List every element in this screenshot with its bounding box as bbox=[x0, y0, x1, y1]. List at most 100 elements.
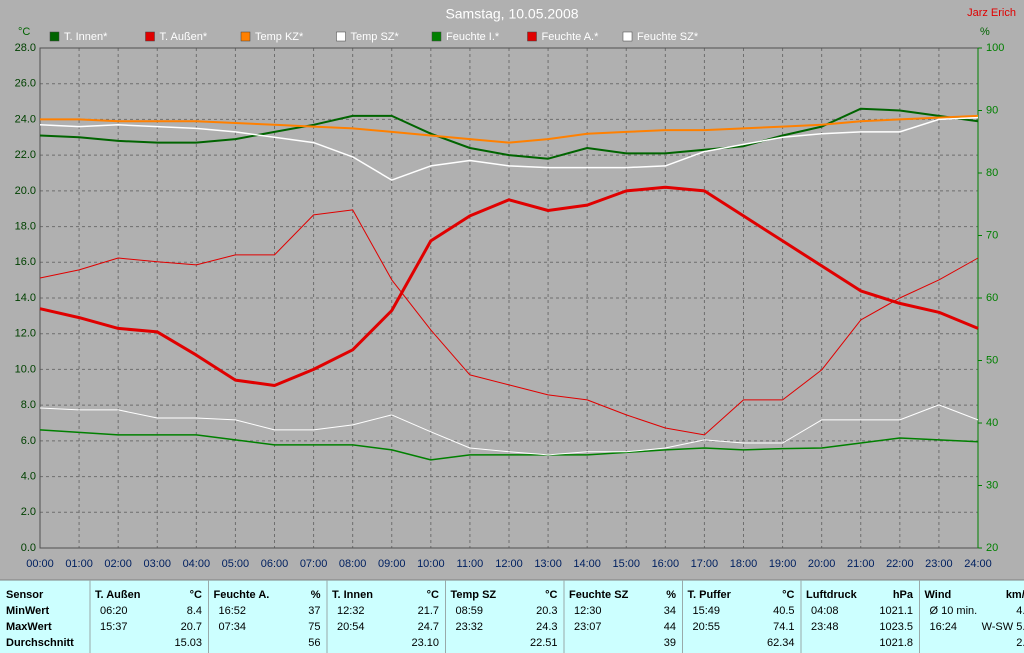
legend-swatch bbox=[527, 31, 537, 42]
legend-label: T. Außen* bbox=[160, 31, 208, 43]
y-tick-label: 14.0 bbox=[15, 292, 36, 304]
x-tick-label: 06:00 bbox=[261, 558, 289, 570]
y-tick-label: 28.0 bbox=[15, 42, 36, 54]
max-time: 16:24 bbox=[930, 621, 958, 633]
legend-label: Feuchte I.* bbox=[446, 31, 500, 43]
legend-swatch bbox=[622, 31, 633, 42]
y-tick-label: 20.0 bbox=[15, 185, 36, 197]
column-unit: °C bbox=[427, 589, 439, 601]
column-name: Temp SZ bbox=[451, 589, 497, 601]
min-value: 4.5 bbox=[1016, 605, 1024, 617]
row-label: Durchschnitt bbox=[6, 637, 74, 649]
max-time: 20:54 bbox=[337, 621, 365, 633]
x-tick-label: 11:00 bbox=[457, 558, 484, 570]
average-value: 1021.8 bbox=[879, 637, 913, 649]
min-time: Ø 10 min. bbox=[930, 605, 978, 617]
max-value: 20.7 bbox=[181, 621, 202, 633]
column-unit: hPa bbox=[893, 589, 914, 601]
x-tick-label: 24:00 bbox=[964, 558, 992, 570]
x-tick-label: 09:00 bbox=[378, 558, 406, 570]
series-line bbox=[39, 209, 979, 436]
column-unit: °C bbox=[190, 589, 202, 601]
y-tick-label: 22.0 bbox=[15, 149, 36, 161]
min-value: 20.3 bbox=[536, 605, 557, 617]
legend-label: T. Innen* bbox=[64, 31, 108, 43]
min-value: 40.5 bbox=[773, 605, 794, 617]
column-name: Wind bbox=[925, 589, 952, 601]
series-line bbox=[39, 185, 979, 387]
column-unit: km/h bbox=[1006, 589, 1024, 601]
min-value: 8.4 bbox=[187, 605, 202, 617]
x-tick-label: 01:00 bbox=[65, 558, 93, 570]
min-value: 34 bbox=[664, 605, 676, 617]
y2-tick-label: 50 bbox=[986, 354, 998, 366]
author: Jarz Erich bbox=[967, 7, 1016, 19]
legend-swatch bbox=[240, 31, 251, 42]
average-value: 15.03 bbox=[174, 637, 202, 649]
min-value: 21.7 bbox=[418, 605, 439, 617]
x-tick-label: 20:00 bbox=[808, 558, 836, 570]
column-name: Luftdruck bbox=[806, 589, 858, 601]
row-label: MinWert bbox=[6, 605, 50, 617]
legend-label: Temp KZ* bbox=[255, 31, 304, 43]
y-tick-label: 18.0 bbox=[15, 220, 36, 232]
y2-tick-label: 70 bbox=[986, 229, 998, 241]
series-line bbox=[40, 114, 979, 144]
min-time: 04:08 bbox=[811, 605, 839, 617]
average-value: 62.34 bbox=[767, 637, 795, 649]
y-tick-label: 6.0 bbox=[21, 435, 36, 447]
x-tick-label: 04:00 bbox=[183, 558, 211, 570]
x-tick-label: 22:00 bbox=[886, 558, 914, 570]
x-tick-label: 17:00 bbox=[691, 558, 719, 570]
column-name: Feuchte A. bbox=[214, 589, 270, 601]
x-tick-label: 05:00 bbox=[222, 558, 250, 570]
x-tick-label: 08:00 bbox=[339, 558, 367, 570]
legend-label: Temp SZ* bbox=[351, 31, 400, 43]
average-value: 22.51 bbox=[530, 637, 558, 649]
x-tick-label: 10:00 bbox=[417, 558, 445, 570]
y2-axis-label: % bbox=[980, 26, 990, 38]
legend-swatch bbox=[49, 31, 60, 42]
y-tick-label: 8.0 bbox=[21, 399, 36, 411]
max-value: W-SW 5.6 bbox=[982, 621, 1024, 633]
min-time: 08:59 bbox=[456, 605, 484, 617]
column-unit: % bbox=[666, 589, 676, 601]
x-tick-label: 00:00 bbox=[26, 558, 54, 570]
y2-tick-label: 90 bbox=[986, 104, 998, 116]
min-value: 1021.1 bbox=[879, 605, 913, 617]
y-tick-label: 2.0 bbox=[21, 506, 36, 518]
y-tick-label: 10.0 bbox=[15, 363, 36, 375]
max-value: 44 bbox=[664, 621, 676, 633]
max-value: 24.7 bbox=[418, 621, 439, 633]
min-time: 16:52 bbox=[219, 605, 247, 617]
series-line bbox=[39, 404, 979, 456]
column-name: Feuchte SZ bbox=[569, 589, 629, 601]
y-axis-label: °C bbox=[18, 26, 30, 38]
legend-label: Feuchte A.* bbox=[542, 31, 600, 43]
min-time: 15:49 bbox=[693, 605, 721, 617]
column-unit: °C bbox=[782, 589, 794, 601]
chart-title: Samstag, 10.05.2008 bbox=[445, 6, 578, 22]
column-name: T. Außen bbox=[95, 589, 141, 601]
max-time: 20:55 bbox=[693, 621, 721, 633]
y2-tick-label: 60 bbox=[986, 292, 998, 304]
legend-swatch bbox=[431, 31, 442, 42]
average-value: 39 bbox=[664, 637, 676, 649]
y-tick-label: 4.0 bbox=[21, 470, 36, 482]
x-tick-label: 07:00 bbox=[300, 558, 328, 570]
x-tick-label: 12:00 bbox=[495, 558, 523, 570]
average-value: 2.4 bbox=[1016, 637, 1024, 649]
min-time: 12:30 bbox=[574, 605, 602, 617]
y-tick-label: 16.0 bbox=[15, 256, 36, 268]
x-tick-label: 03:00 bbox=[143, 558, 171, 570]
max-value: 74.1 bbox=[773, 621, 794, 633]
y-tick-label: 0.0 bbox=[21, 542, 36, 554]
x-tick-label: 21:00 bbox=[847, 558, 875, 570]
x-tick-label: 13:00 bbox=[534, 558, 562, 570]
x-tick-label: 19:00 bbox=[769, 558, 797, 570]
series-line bbox=[39, 429, 979, 461]
column-name: T. Puffer bbox=[688, 589, 732, 601]
y2-tick-label: 80 bbox=[986, 167, 998, 179]
